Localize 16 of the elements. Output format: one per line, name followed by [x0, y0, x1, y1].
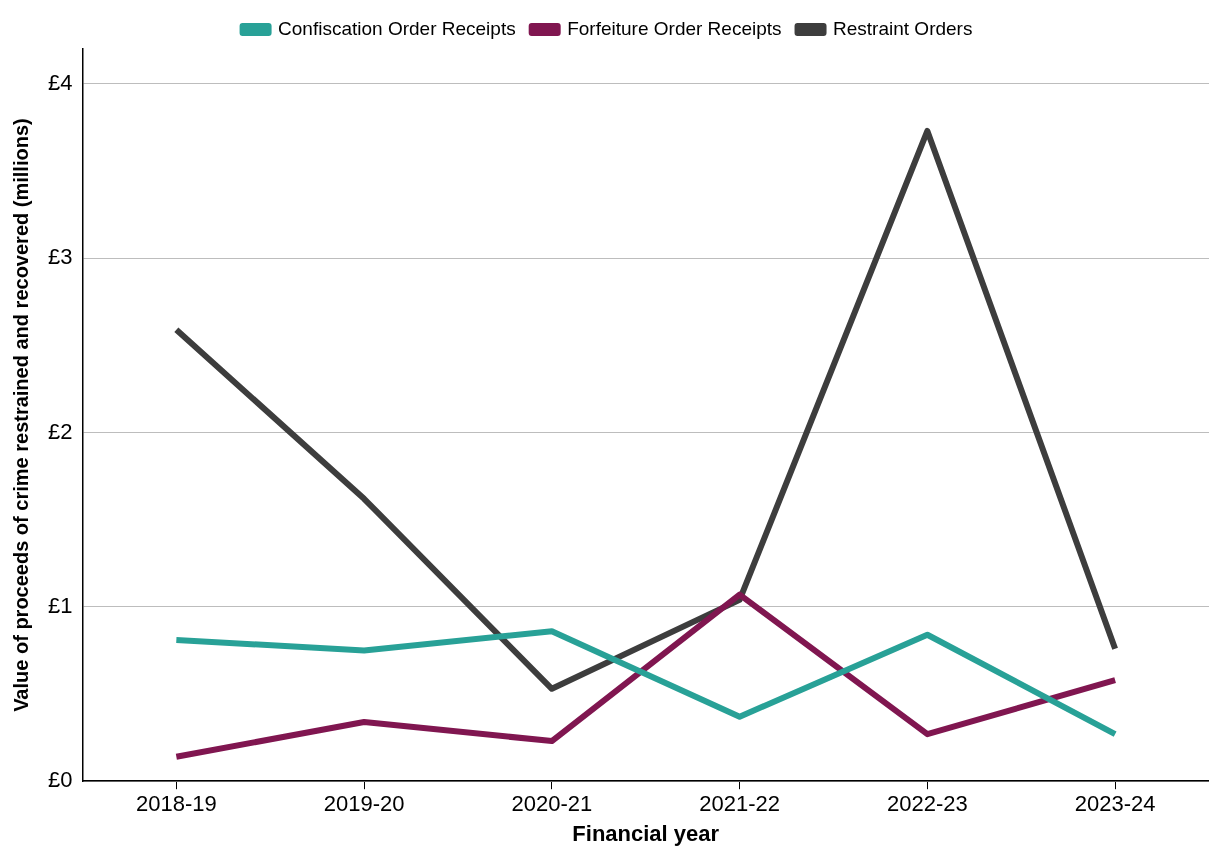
x-tick-label: 2022-23	[886, 791, 968, 817]
y-tick-label: £2	[47, 418, 73, 444]
x-tick-label: 2023-24	[1074, 791, 1156, 817]
legend-label: Confiscation Order Receipts	[278, 17, 516, 39]
y-tick-label: £1	[47, 592, 73, 618]
y-tick-label: £4	[47, 69, 73, 95]
x-tick-label: 2021-22	[699, 791, 780, 817]
y-tick-label: £0	[47, 767, 73, 793]
x-axis-title: Financial year	[572, 820, 720, 846]
legend-label: Restraint Orders	[833, 17, 973, 39]
x-tick-label: 2018-19	[135, 791, 217, 817]
y-tick-label: £3	[47, 244, 73, 270]
x-tick-label: 2020-21	[511, 791, 593, 817]
x-tick-label: 2019-20	[323, 791, 405, 817]
legend-label: Forfeiture Order Receipts	[567, 17, 782, 39]
y-axis-title: Value of proceeds of crime restrained and recovered (millions)	[9, 118, 32, 712]
